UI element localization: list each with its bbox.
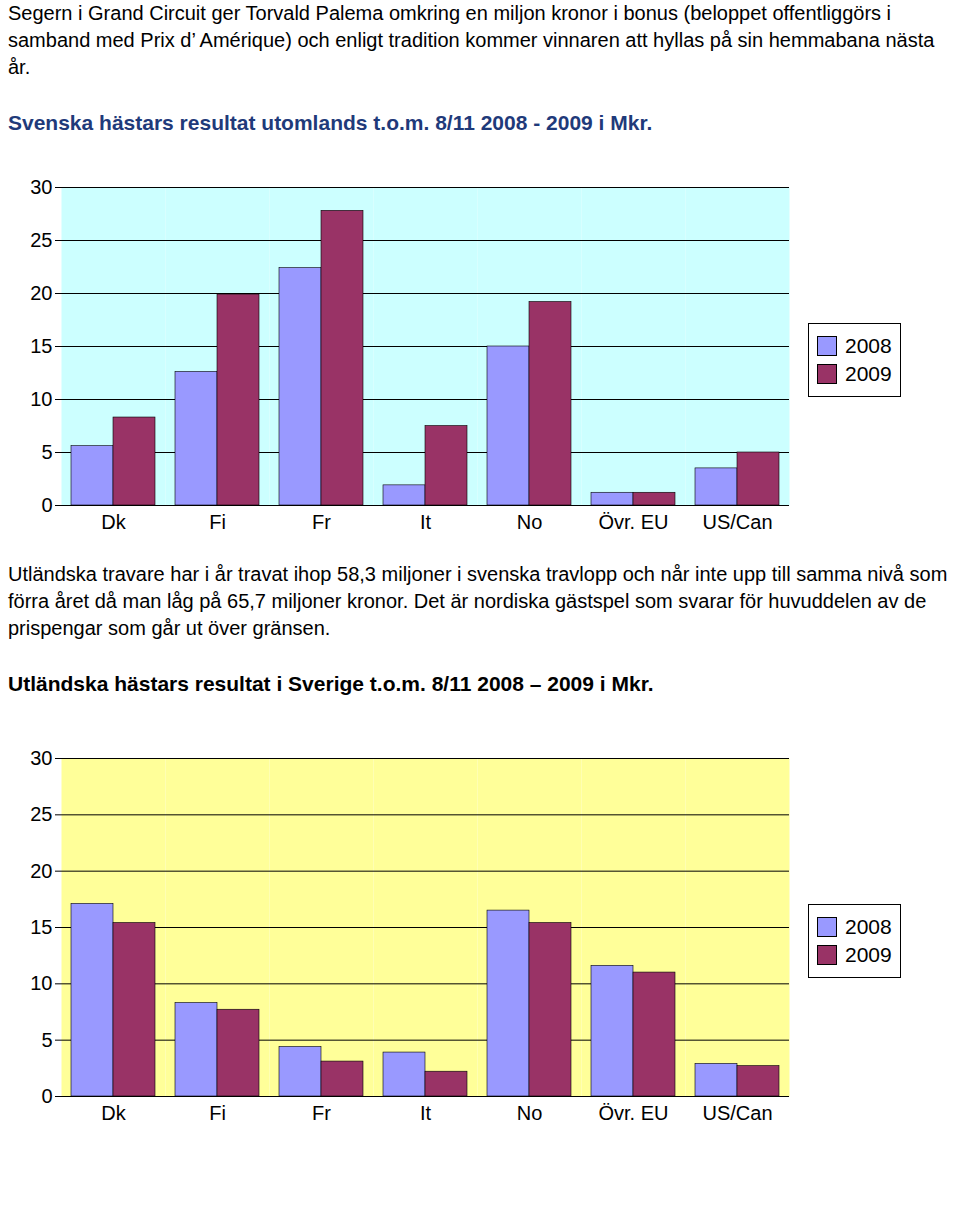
- svg-text:10: 10: [30, 388, 52, 410]
- svg-text:Fi: Fi: [209, 1102, 226, 1124]
- svg-text:Fi: Fi: [209, 511, 226, 533]
- html-text:Svenska hästars resultat utoml: Svenska hästars resultat utomlands t.o.m…: [8, 111, 653, 134]
- svg-text:25: 25: [30, 229, 52, 251]
- html-text:Segern i Grand Circuit ger Tor: Segern i Grand Circuit ger Torvald Palem…: [8, 2, 935, 78]
- html-text:Utländska hästars resultat i S: Utländska hästars resultat i Sverige t.o…: [8, 672, 654, 695]
- html-text:2008: 2008: [845, 915, 892, 938]
- html-text:Utländska travare har i år tra: Utländska travare har i år travat ihop 5…: [8, 563, 948, 639]
- svg-text:0: 0: [41, 494, 52, 516]
- svg-text:30: 30: [30, 747, 52, 769]
- svg-text:15: 15: [30, 335, 52, 357]
- svg-text:0: 0: [41, 1085, 52, 1107]
- html-text:2008: 2008: [845, 334, 892, 357]
- svg-text:5: 5: [41, 1029, 52, 1051]
- svg-text:Fr: Fr: [312, 511, 331, 533]
- svg-text:15: 15: [30, 916, 52, 938]
- svg-text:30: 30: [30, 176, 52, 198]
- svg-text:It: It: [420, 1102, 432, 1124]
- svg-text:20: 20: [30, 860, 52, 882]
- svg-text:25: 25: [30, 803, 52, 825]
- html-text:2009: 2009: [845, 943, 892, 966]
- svg-text:No: No: [517, 511, 543, 533]
- svg-text:Dk: Dk: [101, 1102, 126, 1124]
- svg-text:US/Can: US/Can: [702, 1102, 772, 1124]
- svg-text:20: 20: [30, 282, 52, 304]
- svg-text:Fr: Fr: [312, 1102, 331, 1124]
- svg-text:No: No: [517, 1102, 543, 1124]
- svg-text:US/Can: US/Can: [702, 511, 772, 533]
- svg-text:Övr. EU: Övr. EU: [598, 511, 668, 533]
- svg-text:Övr. EU: Övr. EU: [598, 1102, 668, 1124]
- html-text:2009: 2009: [845, 362, 892, 385]
- svg-text:Dk: Dk: [101, 511, 126, 533]
- svg-text:It: It: [420, 511, 432, 533]
- svg-text:10: 10: [30, 972, 52, 994]
- svg-text:5: 5: [41, 441, 52, 463]
